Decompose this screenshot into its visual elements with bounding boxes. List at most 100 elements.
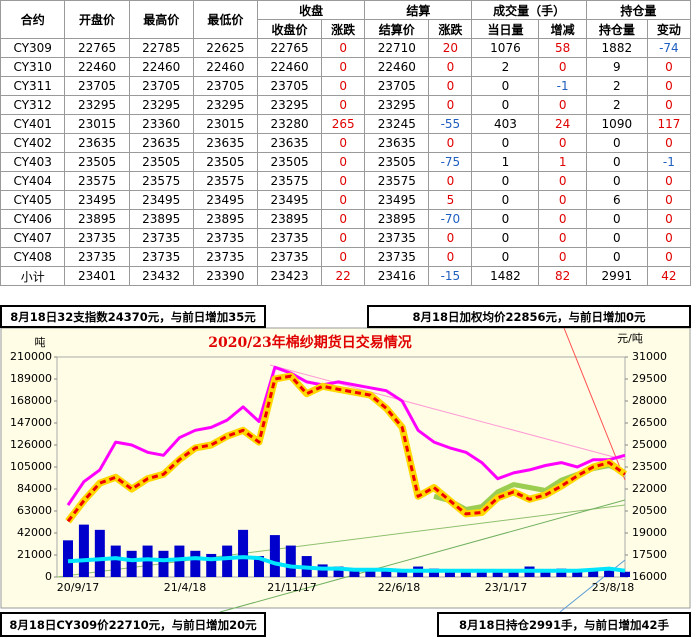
contract-cell: CY406 (0, 209, 66, 229)
value-cell: 23895 (256, 209, 323, 229)
value-cell: 2 (585, 76, 648, 96)
value-cell: 0 (585, 171, 648, 191)
y-tick-label: 126000 (10, 438, 52, 451)
value-cell: 0 (471, 171, 540, 191)
value-cell: 23505 (256, 152, 323, 172)
x-tick-label: 21/4/18 (164, 581, 206, 594)
value-cell: 22460 (64, 57, 130, 77)
data-row: CY404 23575 23575 23575 23575 0 23575 0 0 0 0 0 (0, 171, 692, 191)
value-cell: 0 (646, 171, 692, 191)
value-cell: 23401 (64, 266, 130, 286)
value-cell: 23635 (364, 133, 430, 153)
header-cell: 增减 (538, 19, 587, 39)
value-cell: 23505 (364, 152, 430, 172)
value-cell: 22765 (256, 38, 323, 58)
volume-bar (492, 570, 503, 577)
value-cell: 5 (428, 190, 473, 210)
note-box (437, 612, 691, 637)
contract-cell: CY401 (0, 114, 66, 134)
header-cell: 结算 (364, 0, 473, 20)
value-cell: 0 (321, 95, 366, 115)
value-cell: 23015 (64, 114, 130, 134)
x-tick-label: 23/8/18 (592, 581, 634, 594)
header-cell: 合约 (0, 0, 66, 39)
value-cell: 23575 (364, 171, 430, 191)
volume-bar (190, 550, 201, 577)
y-tick-label: 210000 (10, 350, 52, 363)
volume-bar (126, 550, 137, 577)
value-cell: 0 (321, 190, 366, 210)
value-cell: 23635 (256, 133, 323, 153)
value-cell: 0 (646, 95, 692, 115)
value-cell: 0 (321, 57, 366, 77)
value-cell: 0 (471, 190, 540, 210)
volume-bar (540, 570, 551, 577)
value-cell: 0 (538, 209, 587, 229)
y-tick-label: 0 (45, 570, 52, 583)
header-cell: 持仓量 (585, 0, 692, 20)
value-cell: 265 (321, 114, 366, 134)
y2-tick-label: 29500 (632, 372, 667, 385)
volume-bar (253, 556, 264, 577)
value-cell: 23705 (64, 76, 130, 96)
value-cell: 0 (585, 209, 648, 229)
value-cell: 23575 (192, 171, 258, 191)
value-cell: 23423 (256, 266, 323, 286)
header-cell: 涨跌 (428, 19, 473, 39)
header-cell: 涨跌 (321, 19, 366, 39)
value-cell: 1076 (471, 38, 540, 58)
value-cell: -55 (428, 114, 473, 134)
value-cell: 1 (471, 152, 540, 172)
value-cell: 23735 (364, 247, 430, 267)
value-cell: 0 (538, 57, 587, 77)
value-cell: 0 (321, 247, 366, 267)
value-cell: 9 (585, 57, 648, 77)
value-cell: 0 (428, 133, 473, 153)
value-cell: 0 (646, 247, 692, 267)
value-cell: 0 (428, 57, 473, 77)
value-cell: 0 (321, 228, 366, 248)
value-cell: 82 (538, 266, 587, 286)
contract-cell: CY407 (0, 228, 66, 248)
value-cell: 24 (538, 114, 587, 134)
value-cell: 23735 (192, 228, 258, 248)
volume-bar (142, 545, 153, 577)
value-cell: 23495 (256, 190, 323, 210)
value-cell: -70 (428, 209, 473, 229)
y2-tick-label: 25000 (632, 438, 667, 451)
value-cell: 23495 (364, 190, 430, 210)
header-cell: 变动 (646, 19, 692, 39)
value-cell: 0 (538, 190, 587, 210)
contract-cell: CY402 (0, 133, 66, 153)
data-row: 小计 23401 23432 23390 23423 22 23416 -15 1482 82 29… (0, 266, 692, 286)
note-text: 8月18日持仓2991手，与前日增加42手 (459, 618, 670, 632)
y2-tick-label: 17500 (632, 548, 667, 561)
series-line (66, 374, 626, 523)
value-cell: 23735 (192, 247, 258, 267)
value-cell: 23735 (128, 247, 194, 267)
volume-bar (556, 568, 567, 577)
quote-table: 合约 开盘价 最高价 最低价 收盘 结算 成交量（手） 持仓量 收盘价 涨跌 结算价 涨跌 当日量 增减持… (0, 0, 692, 286)
value-cell: -75 (428, 152, 473, 172)
value-cell: 0 (321, 76, 366, 96)
value-cell: 58 (538, 38, 587, 58)
value-cell: 0 (321, 152, 366, 172)
volume-bar (333, 566, 344, 577)
value-cell: 23505 (192, 152, 258, 172)
volume-bar (206, 553, 217, 577)
header-cell: 持仓量 (585, 19, 648, 39)
value-cell: 0 (646, 76, 692, 96)
x-tick-label: 23/1/17 (485, 581, 527, 594)
value-cell: 22625 (192, 38, 258, 58)
volume-bar (429, 568, 440, 577)
value-cell: 117 (646, 114, 692, 134)
note-box (0, 612, 266, 637)
header-row: 合约 开盘价 最高价 最低价 收盘 结算 成交量（手） 持仓量 (0, 0, 692, 39)
volume-bar (94, 529, 105, 577)
y2-tick-label: 23500 (632, 460, 667, 473)
value-cell: 0 (471, 133, 540, 153)
contract-cell: CY408 (0, 247, 66, 267)
y2-tick-label: 20500 (632, 504, 667, 517)
value-cell: -15 (428, 266, 473, 286)
y2-tick-label: 19000 (632, 526, 667, 539)
